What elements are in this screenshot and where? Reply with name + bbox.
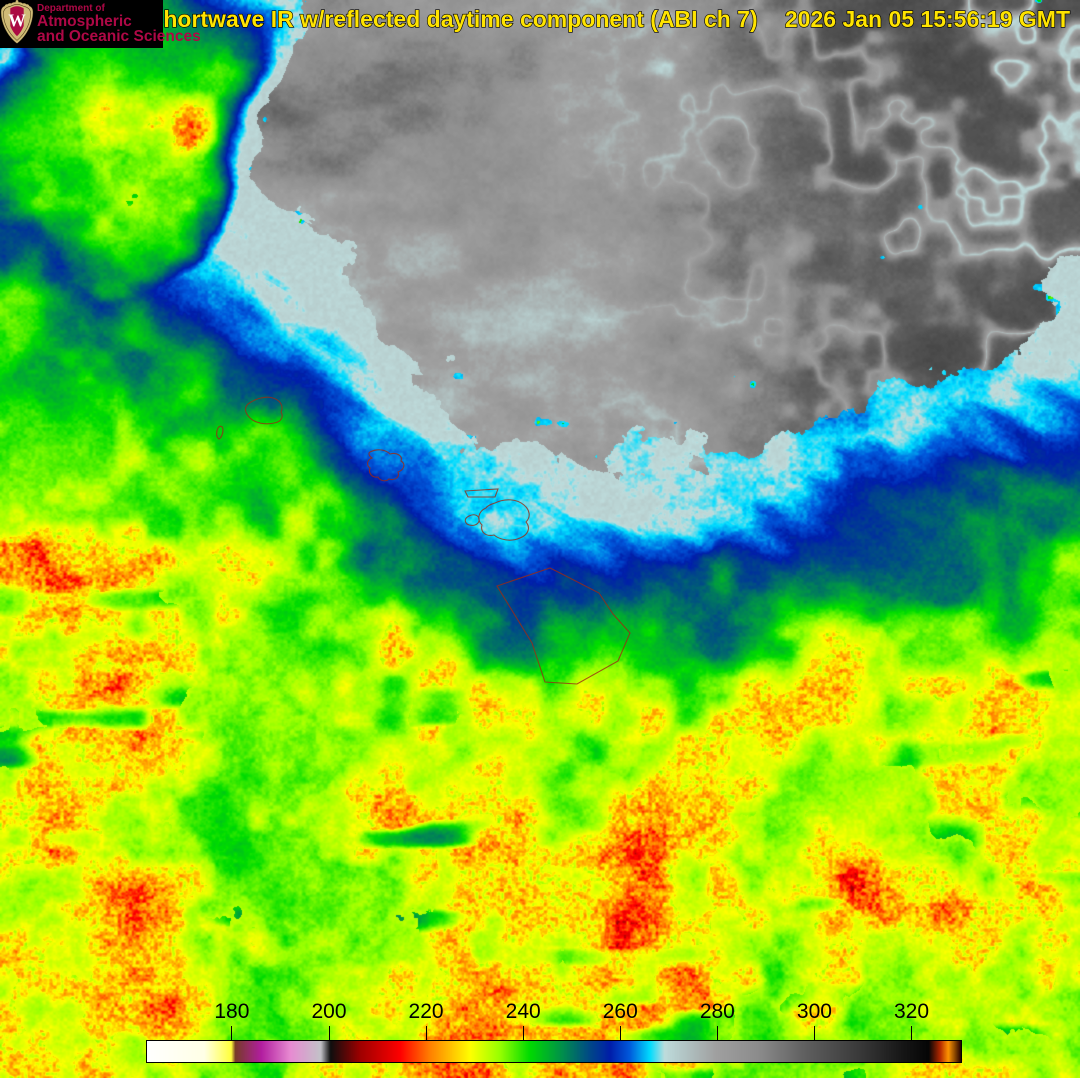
svg-text:W: W: [8, 11, 26, 31]
